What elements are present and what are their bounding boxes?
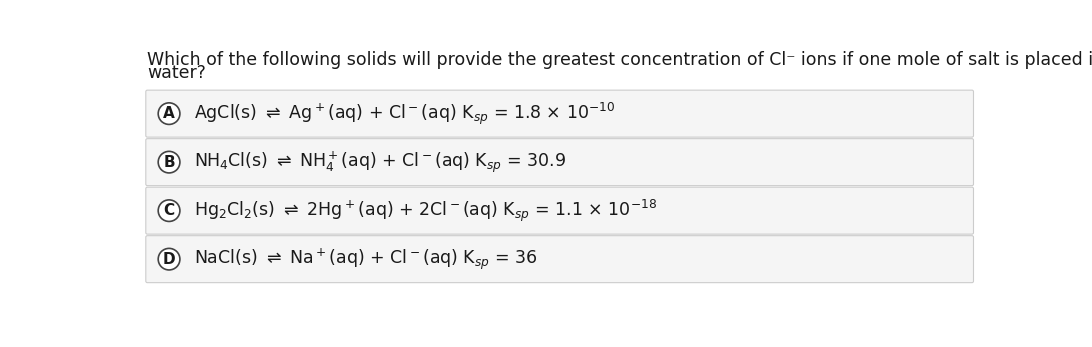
Text: C: C — [164, 203, 175, 218]
Text: AgCl(s) $\rightleftharpoons$ Ag$^+$(aq) + Cl$^-$(aq) K$_{sp}$ = 1.8 × 10$^{-10}$: AgCl(s) $\rightleftharpoons$ Ag$^+$(aq) … — [194, 101, 615, 127]
Circle shape — [158, 248, 180, 270]
FancyBboxPatch shape — [146, 90, 973, 137]
Text: D: D — [163, 252, 176, 266]
Circle shape — [158, 151, 180, 173]
FancyBboxPatch shape — [146, 139, 973, 186]
Text: Hg$_2$Cl$_2$(s) $\rightleftharpoons$ 2Hg$^+$(aq) + 2Cl$^-$(aq) K$_{sp}$ = 1.1 × : Hg$_2$Cl$_2$(s) $\rightleftharpoons$ 2Hg… — [194, 197, 656, 224]
Text: NH$_4$Cl(s) $\rightleftharpoons$ NH$_4^+$(aq) + Cl$^-$(aq) K$_{sp}$ = 30.9: NH$_4$Cl(s) $\rightleftharpoons$ NH$_4^+… — [194, 150, 566, 175]
Circle shape — [158, 103, 180, 125]
Text: NaCl(s) $\rightleftharpoons$ Na$^+$(aq) + Cl$^-$(aq) K$_{sp}$ = 36: NaCl(s) $\rightleftharpoons$ Na$^+$(aq) … — [194, 246, 537, 272]
Text: B: B — [163, 155, 175, 170]
Text: water?: water? — [147, 64, 206, 82]
Text: A: A — [163, 106, 175, 121]
FancyBboxPatch shape — [146, 187, 973, 234]
Circle shape — [158, 200, 180, 221]
Text: Which of the following solids will provide the greatest concentration of Cl⁻ ion: Which of the following solids will provi… — [147, 51, 1092, 69]
FancyBboxPatch shape — [146, 236, 973, 283]
